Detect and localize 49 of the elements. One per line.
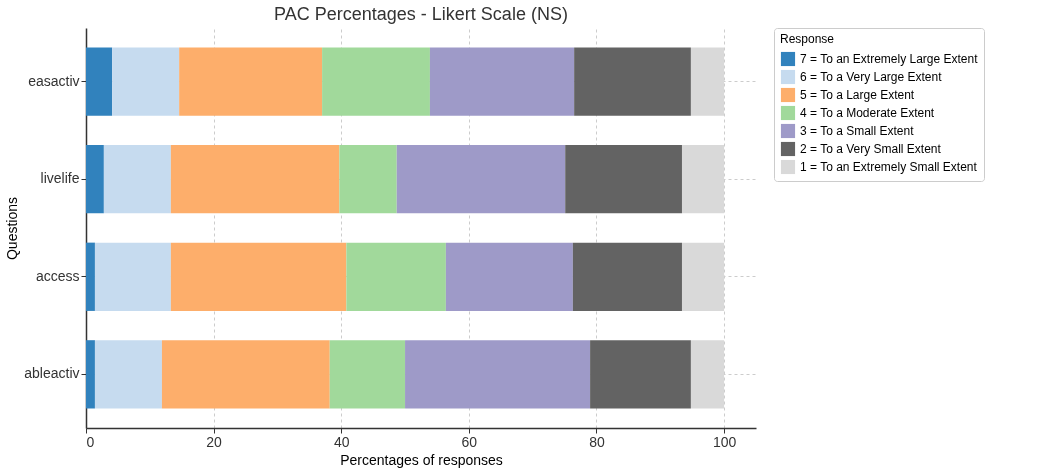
bar (690, 47, 725, 116)
bar (322, 47, 430, 116)
bar (94, 242, 171, 311)
bar (94, 340, 162, 409)
x-axis-title: Percentages of responses (340, 451, 503, 468)
bar (112, 47, 180, 116)
bar (170, 145, 340, 214)
y-tick-label: ableactiv (24, 365, 80, 382)
bar (103, 145, 171, 214)
bar (565, 145, 682, 214)
bar (405, 340, 591, 409)
bar (86, 47, 113, 116)
bar (346, 242, 446, 311)
bar (396, 145, 566, 214)
bar (681, 242, 725, 311)
bar (690, 340, 725, 409)
bar (590, 340, 691, 409)
y-tick-label: access (35, 267, 80, 284)
bar (86, 242, 95, 311)
x-tick-label: 60 (461, 433, 478, 450)
bar (681, 145, 725, 214)
legend-label: 7 = To an Extremely Large Extent (800, 52, 979, 66)
legend-label: 5 = To a Large Extent (800, 88, 915, 102)
bar (86, 145, 104, 214)
x-tick-label: 80 (589, 433, 605, 450)
bar (179, 47, 323, 116)
bar (170, 242, 347, 311)
bar (572, 242, 682, 311)
bar (445, 242, 573, 311)
bar (339, 145, 397, 214)
bar (574, 47, 691, 116)
x-tick-label: 0 (86, 433, 95, 450)
legend-label: 1 = To an Extremely Small Extent (800, 160, 978, 174)
y-tick-label: livelife (40, 170, 80, 187)
legend-title: Response (780, 32, 835, 46)
x-tick-label: 100 (712, 433, 737, 450)
bar (161, 340, 330, 409)
y-axis-title: Questions (4, 196, 21, 261)
legend-label: 6 = To a Very Large Extent (800, 70, 943, 84)
bar (429, 47, 575, 116)
y-tick-label: easactiv (28, 72, 80, 89)
bar (329, 340, 406, 409)
x-tick-label: 40 (333, 433, 350, 450)
legend-label: 3 = To a Small Extent (800, 124, 915, 138)
bar (86, 340, 95, 409)
legend-label: 4 = To a Moderate Extent (800, 106, 935, 120)
chart-title: PAC Percentages - Likert Scale (NS) (274, 3, 568, 24)
legend-label: 2 = To a Very Small Extent (800, 142, 942, 156)
x-tick-label: 20 (206, 433, 223, 450)
